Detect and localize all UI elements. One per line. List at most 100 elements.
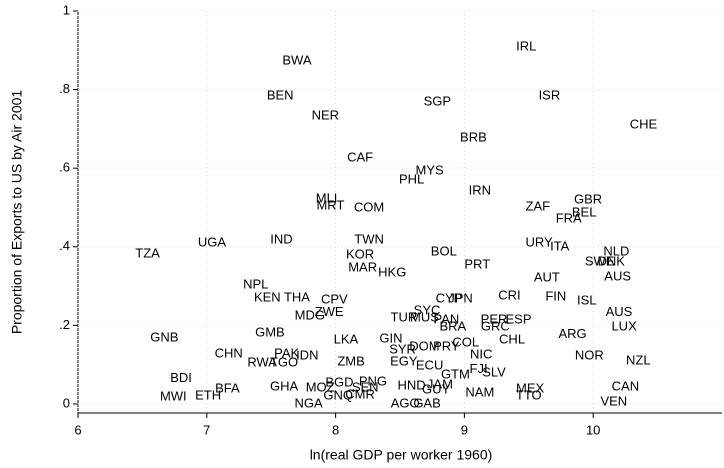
point-label: DOM — [409, 338, 439, 353]
point-label: ESP — [505, 311, 531, 326]
point-label: CMR — [345, 386, 375, 401]
point-label: UGA — [198, 234, 227, 249]
point-label: NZL — [626, 353, 651, 368]
point-label: GNQ — [323, 388, 353, 403]
point-label: GNB — [150, 329, 178, 344]
point-label: ARG — [559, 326, 587, 341]
point-label: MRT — [316, 197, 344, 212]
point-label: SWE — [585, 254, 615, 269]
point-label: NPL — [243, 276, 268, 291]
point-label: LUX — [611, 318, 637, 333]
point-label: ETH — [195, 388, 221, 403]
point-label: AGO — [391, 395, 420, 410]
point-label: TTO — [516, 388, 542, 403]
y-tick-label: .2 — [59, 317, 70, 332]
point-label: AUS — [604, 268, 631, 283]
point-label: TUR — [391, 309, 418, 324]
point-label: AUS — [606, 304, 633, 319]
point-label: DNK — [598, 254, 626, 269]
point-label: MUS — [410, 309, 439, 324]
point-label: NAM — [465, 384, 494, 399]
point-label: ECU — [416, 357, 443, 372]
point-label: CRI — [498, 287, 520, 302]
point-label: SLV — [482, 364, 506, 379]
point-label: NIC — [470, 346, 492, 361]
point-label: PRT — [464, 256, 490, 271]
point-label: TWN — [354, 232, 384, 247]
point-label: RWA — [247, 355, 277, 370]
point-label: PRY — [433, 338, 460, 353]
point-label: MEX — [516, 380, 545, 395]
y-tick-label: 0 — [63, 395, 70, 410]
point-label: EGY — [390, 353, 418, 368]
point-label: BDI — [170, 370, 192, 385]
point-label: IRL — [516, 39, 536, 54]
point-label: HND — [398, 377, 426, 392]
point-label: PAN — [433, 311, 459, 326]
point-label: THA — [284, 289, 310, 304]
point-label: URY — [525, 234, 553, 249]
point-label: CAN — [612, 379, 639, 394]
point-label: AUT — [534, 269, 560, 284]
point-label: MOZ — [306, 379, 335, 394]
point-label: GIN — [379, 331, 402, 346]
point-label: CHN — [215, 345, 243, 360]
y-tick-label: 1 — [63, 2, 70, 17]
point-label: MLI — [316, 190, 338, 205]
y-tick-label: .6 — [59, 160, 70, 175]
y-axis-title: Proportion of Exports to US by Air 2001 — [9, 90, 25, 335]
point-label: BGD — [325, 375, 353, 390]
x-tick-label: 8 — [332, 422, 339, 437]
point-label: FIN — [545, 289, 566, 304]
point-label: ISR — [539, 87, 561, 102]
point-label: CHE — [630, 116, 658, 131]
x-axis-title: ln(real GDP per worker 1960) — [310, 447, 493, 463]
point-label: NER — [312, 107, 339, 122]
point-label: KEN — [254, 289, 281, 304]
point-label: GUY — [422, 381, 451, 396]
point-label: TGO — [270, 355, 298, 370]
point-label: JAM — [427, 377, 453, 392]
x-tick-label: 6 — [74, 422, 81, 437]
point-label: PNG — [359, 373, 387, 388]
point-label: FRA — [556, 210, 582, 225]
point-label: CHL — [499, 331, 525, 346]
point-label: GAB — [413, 395, 440, 410]
point-label: BOL — [431, 243, 457, 258]
point-label: MDG — [295, 307, 325, 322]
x-tick-label: 9 — [461, 422, 468, 437]
point-label: VEN — [600, 393, 627, 408]
point-label: GHA — [270, 379, 299, 394]
point-label: NOR — [575, 347, 604, 362]
point-label: CPV — [321, 291, 348, 306]
point-label: BRA — [439, 318, 466, 333]
point-label: COM — [354, 199, 384, 214]
point-label: FJI — [470, 361, 488, 376]
point-label: GMB — [255, 324, 285, 339]
point-label: ISL — [577, 292, 597, 307]
point-label: SYR — [389, 342, 416, 357]
y-tick-label: .8 — [59, 81, 70, 96]
point-label: SYC — [414, 302, 441, 317]
point-label: MAR — [348, 259, 377, 274]
x-tick-label: 10 — [586, 422, 600, 437]
point-label: BRB — [460, 129, 487, 144]
point-label: BFA — [215, 380, 240, 395]
point-label: BWA — [282, 52, 311, 67]
point-label: PAK — [274, 345, 299, 360]
point-label: NLD — [603, 243, 629, 258]
point-label: SEN — [352, 379, 379, 394]
point-label: ZWE — [315, 304, 344, 319]
point-label: GBR — [574, 191, 602, 206]
point-label: LKA — [334, 331, 359, 346]
point-label: ITA — [550, 239, 570, 254]
point-label: ZAF — [526, 199, 551, 214]
point-label: GRC — [481, 318, 510, 333]
x-tick-label: 7 — [203, 422, 210, 437]
point-label: CYP — [436, 290, 463, 305]
point-label: JPN — [448, 290, 473, 305]
point-label: ZMB — [337, 353, 364, 368]
point-label: PHL — [399, 171, 424, 186]
point-label: MYS — [416, 162, 445, 177]
